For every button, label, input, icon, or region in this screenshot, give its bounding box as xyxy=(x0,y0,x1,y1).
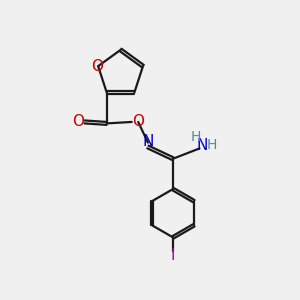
Text: I: I xyxy=(171,248,175,263)
Text: H: H xyxy=(191,130,201,144)
Text: N: N xyxy=(142,134,154,148)
Text: O: O xyxy=(132,114,144,129)
Text: H: H xyxy=(207,138,217,152)
Text: N: N xyxy=(197,138,208,153)
Text: O: O xyxy=(91,59,103,74)
Text: O: O xyxy=(72,114,84,129)
